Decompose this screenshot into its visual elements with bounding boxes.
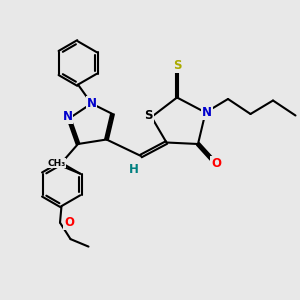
Text: O: O — [211, 157, 221, 170]
Text: N: N — [202, 106, 212, 119]
Text: N: N — [62, 110, 73, 124]
Text: S: S — [144, 109, 153, 122]
Text: S: S — [173, 59, 181, 73]
Text: O: O — [64, 216, 74, 229]
Text: CH₃: CH₃ — [47, 159, 65, 168]
Text: N: N — [86, 97, 97, 110]
Text: H: H — [129, 163, 138, 176]
